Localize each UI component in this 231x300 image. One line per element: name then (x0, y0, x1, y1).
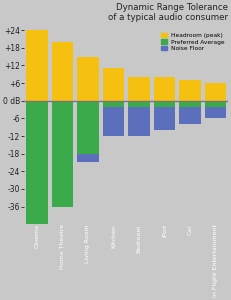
Bar (128, 106, 150, 136)
Text: Dynamic Range Tolerance
of a typical audio consumer: Dynamic Range Tolerance of a typical aud… (108, 3, 228, 22)
Bar (179, 106, 201, 124)
Bar (205, 101, 226, 106)
Bar (103, 106, 124, 136)
Bar (154, 106, 175, 130)
Bar (26, 30, 48, 101)
Bar (103, 68, 124, 101)
Bar (52, 101, 73, 207)
Bar (128, 77, 150, 101)
Bar (179, 101, 201, 106)
Bar (77, 57, 99, 101)
Legend: Headroom (peak), Preferred Average, Noise Floor: Headroom (peak), Preferred Average, Nois… (158, 30, 227, 54)
Bar (77, 154, 99, 163)
Bar (154, 101, 175, 106)
Bar (103, 101, 124, 106)
Bar (205, 83, 226, 101)
Bar (77, 101, 99, 154)
Bar (26, 101, 48, 224)
Bar (154, 77, 175, 101)
Bar (52, 42, 73, 101)
Bar (205, 106, 226, 119)
Bar (179, 80, 201, 101)
Bar (128, 101, 150, 106)
